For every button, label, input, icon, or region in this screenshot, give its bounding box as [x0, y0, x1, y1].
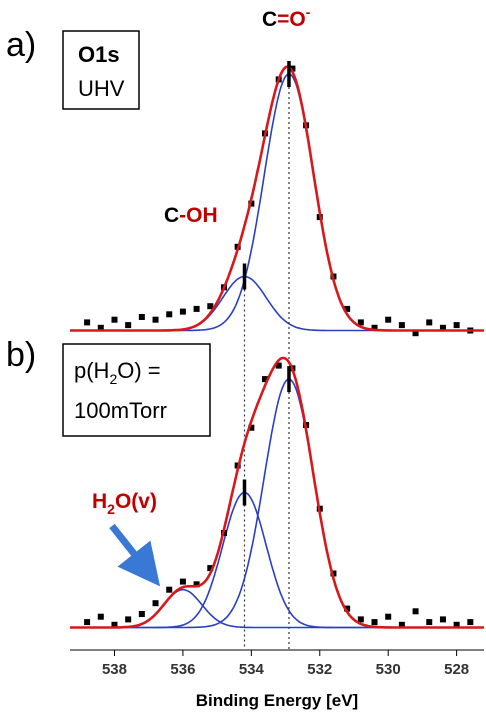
data-point: [371, 324, 378, 331]
info-box: [62, 343, 211, 437]
x-tick-label: 536: [170, 661, 195, 678]
data-point: [125, 322, 132, 329]
data-point: [357, 319, 364, 326]
x-axis-label: Binding Energy [eV]: [196, 691, 358, 710]
data-point: [385, 316, 392, 323]
annotation-part: H: [92, 490, 107, 513]
x-tick-label: 538: [102, 661, 127, 678]
data-point: [453, 621, 460, 628]
annotation: C=O-: [262, 4, 311, 31]
annotation: H2O(v): [92, 490, 157, 517]
data-point: [111, 621, 118, 628]
annotation-part: O(v): [115, 490, 157, 513]
component-curve: [70, 73, 484, 332]
box-text-part: O1s: [78, 42, 120, 67]
data-point: [179, 578, 186, 585]
box-text-part: 2: [109, 371, 117, 387]
data-point: [138, 611, 145, 617]
data-point: [125, 616, 132, 623]
annotation: C-OH: [164, 204, 218, 227]
box-text-part: 100mTorr: [74, 398, 167, 423]
data-point: [398, 621, 405, 628]
component-curve: [70, 275, 484, 332]
data-point: [412, 330, 419, 337]
annotation-part: 2: [107, 501, 115, 517]
data-point: [289, 65, 296, 72]
data-point: [439, 616, 446, 623]
box-text-part: O) =: [117, 358, 160, 383]
box-text: UHV: [78, 76, 125, 101]
data-point: [385, 613, 392, 620]
box-text: 100mTorr: [74, 398, 167, 423]
annotation-part: =O: [277, 8, 306, 31]
data-point: [84, 319, 91, 326]
data-point: [357, 616, 364, 623]
data-point: [152, 600, 159, 607]
info-box: [62, 30, 140, 110]
data-point: [371, 619, 378, 626]
data-point: [97, 324, 104, 331]
data-point: [138, 314, 145, 320]
x-tick-label: 528: [444, 661, 469, 678]
data-point: [412, 608, 419, 615]
box-text: p(H2O) =: [74, 358, 161, 387]
box-text: O1s: [78, 42, 120, 67]
x-tick-label: 532: [307, 661, 332, 678]
data-point: [179, 308, 186, 315]
data-point: [344, 305, 351, 312]
x-tick-label: 534: [239, 661, 265, 678]
data-point: [207, 565, 214, 572]
data-point: [344, 605, 351, 612]
data-point: [275, 362, 282, 369]
data-point: [97, 613, 104, 620]
box-text-part: UHV: [78, 76, 125, 101]
data-point: [166, 311, 173, 318]
data-point: [398, 322, 405, 329]
annotation-part: C: [164, 204, 179, 227]
panel-label: a): [6, 26, 36, 64]
data-point: [152, 316, 159, 323]
fit-envelope: [70, 356, 484, 629]
data-point: [193, 581, 200, 588]
box-text-part: p(H: [74, 358, 109, 383]
data-point: [248, 424, 255, 431]
data-point: [467, 619, 474, 626]
data-point: [453, 322, 460, 329]
data-point: [207, 303, 214, 310]
panel-label: b): [6, 336, 36, 374]
fit-envelope: [70, 65, 484, 332]
data-point: [439, 324, 446, 331]
data-point: [84, 619, 91, 626]
x-tick-label: 530: [376, 661, 401, 678]
component-curve: [70, 588, 484, 629]
annotation-part: C: [262, 8, 277, 31]
data-point: [426, 319, 433, 326]
annotation-part: -: [306, 4, 311, 20]
data-point: [166, 586, 173, 593]
data-point: [193, 305, 200, 312]
annotation-part: -OH: [179, 204, 218, 227]
arrow: [109, 523, 161, 587]
data-point: [262, 376, 269, 383]
data-point: [426, 619, 433, 626]
panel: [70, 356, 484, 629]
panel: [70, 61, 484, 650]
data-point: [111, 316, 118, 323]
